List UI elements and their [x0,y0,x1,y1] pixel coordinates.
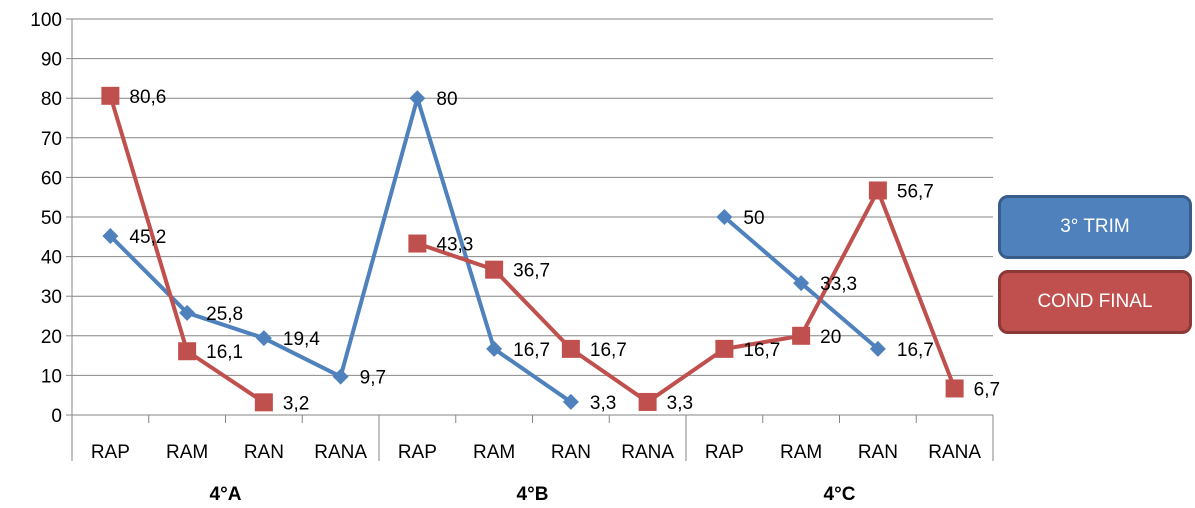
data-point [408,234,427,253]
x-tick-label: RAP [91,442,130,463]
y-tick-label: 0 [51,406,62,427]
data-label: 80,6 [129,87,166,108]
y-tick-label: 50 [41,208,62,229]
data-point [409,90,426,107]
data-point [716,209,733,225]
y-tick-label: 10 [41,366,62,387]
y-tick-label: 40 [41,248,62,269]
y-tick-label: 80 [41,89,62,110]
data-point [101,86,120,105]
data-labels: 45,2 25,8 19,4 9,7 80 16,7 3,3 50 33,3 16,7 80,6 16… [129,87,1000,415]
series-line [416,188,957,404]
data-label: 36,7 [513,261,550,282]
x-tick-label: RAP [705,442,744,463]
x-tick-label: RANA [621,442,674,463]
series [101,86,964,412]
x-tick-label: RAP [398,442,437,463]
x-tick-label: RAN [551,442,591,463]
x-tick-label: RAN [244,442,284,463]
group-label: 4°C [824,484,856,505]
data-label: 3,3 [667,393,693,414]
y-tick-label: 90 [41,50,62,71]
data-label: 16,7 [897,340,934,361]
group-label: 4°A [210,484,242,505]
y-tick-label: 20 [41,327,62,348]
x-tick-label: RAM [166,442,208,463]
data-label: 16,7 [590,340,627,361]
y-tick-label: 30 [41,287,62,308]
data-point [638,392,657,411]
data-label: 80 [436,89,457,110]
data-point [486,340,503,357]
data-point [178,342,197,361]
data-point [792,326,811,345]
axes: 0 10 20 30 40 50 60 70 80 90 100 RAP RAM RAN RANA RAP RA… [30,10,994,505]
data-label: 25,8 [206,304,243,325]
data-label: 20 [820,327,841,348]
data-point [562,393,579,410]
data-point [485,260,504,279]
group-label: 4°B [517,484,549,505]
data-label: 16,1 [206,342,243,363]
data-point [868,181,887,200]
x-tick-label: RAM [473,442,515,463]
x-tick-label: RANA [928,442,981,463]
data-point [869,340,886,357]
data-point [715,339,734,358]
x-tick-label: RAM [780,442,822,463]
data-label: 45,2 [129,227,166,248]
data-label: 19,4 [283,329,320,350]
data-point [255,330,272,347]
y-tick-label: 100 [30,10,62,31]
gridlines [72,18,993,376]
legend-item-cond-final: COND FINAL [998,270,1192,334]
data-point [561,339,580,358]
data-point [102,228,119,245]
x-tick-label: RAN [858,442,898,463]
data-label: 50 [743,208,764,229]
data-point [332,368,349,385]
data-label: 16,7 [513,340,550,361]
data-label: 3,2 [283,393,309,414]
data-point [254,393,273,412]
y-tick-label: 60 [41,168,62,189]
y-tick-label: 70 [41,129,62,150]
data-label: 3,3 [590,393,616,414]
data-label: 16,7 [743,340,780,361]
data-label: 43,3 [436,235,473,256]
data-point [945,379,964,398]
data-label: 9,7 [360,368,386,389]
data-point [793,275,810,292]
data-point [179,304,196,321]
data-label: 6,7 [974,379,1000,400]
data-label: 33,3 [820,274,857,295]
legend-item-3-trim: 3° TRIM [998,195,1192,259]
data-label: 56,7 [897,181,934,202]
x-tick-label: RANA [314,442,367,463]
